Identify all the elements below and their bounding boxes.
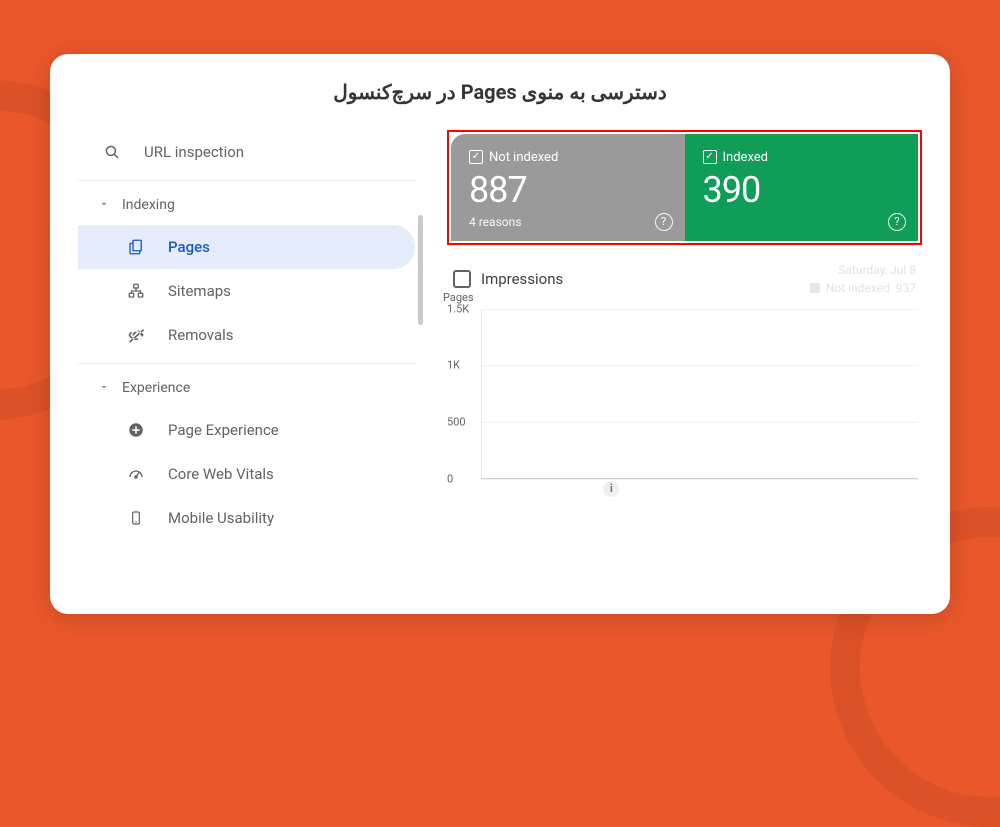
stat-label-row: ✓ Indexed — [703, 150, 901, 165]
stats-highlight-box: ✓ Not indexed 887 4 reasons ? ✓ Indexed … — [447, 130, 922, 245]
sidebar-item-label: Sitemaps — [168, 282, 231, 300]
sidebar-item-removals[interactable]: Removals — [78, 313, 415, 357]
help-icon[interactable]: ? — [888, 213, 906, 231]
sidebar: URL inspection Indexing Pages Sitema — [78, 130, 423, 614]
checkbox-checked-icon: ✓ — [703, 150, 717, 164]
stat-label-row: ✓ Not indexed — [469, 150, 667, 165]
sidebar-section-label: Indexing — [122, 197, 175, 213]
mobile-icon — [126, 508, 146, 528]
stat-label: Indexed — [723, 150, 769, 165]
sidebar-item-label: Pages — [168, 238, 210, 256]
panel: URL inspection Indexing Pages Sitema — [78, 130, 922, 614]
sidebar-item-sitemaps[interactable]: Sitemaps — [78, 269, 415, 313]
chevron-down-icon — [98, 381, 112, 395]
chart-y-tick: 1K — [447, 359, 460, 372]
chart-tooltip: Saturday, Jul 8 Not indexed 937 — [810, 263, 916, 295]
tooltip-series-label: Not indexed — [826, 281, 890, 295]
removals-icon — [126, 325, 146, 345]
main-content: ✓ Not indexed 887 4 reasons ? ✓ Indexed … — [423, 130, 922, 614]
checkbox-checked-icon: ✓ — [469, 150, 483, 164]
stat-value: 390 — [703, 169, 901, 211]
tooltip-series-value: 937 — [896, 281, 916, 295]
help-icon[interactable]: ? — [655, 213, 673, 231]
sidebar-item-label: Page Experience — [168, 421, 279, 439]
sidebar-item-label: Removals — [168, 326, 234, 344]
sidebar-section-experience[interactable]: Experience — [78, 368, 415, 408]
sidebar-section-label: Experience — [122, 380, 190, 396]
chart-y-tick: 500 — [447, 415, 466, 428]
chevron-down-icon — [98, 198, 112, 212]
legend-square-icon — [810, 283, 820, 293]
card: دسترسی به منوی Pages در سرچ‌کنسول URL in… — [50, 54, 950, 614]
chart-y-tick: 0 — [447, 472, 453, 485]
stat-card-not-indexed[interactable]: ✓ Not indexed 887 4 reasons ? — [451, 134, 685, 241]
impressions-toggle[interactable]: Impressions — [453, 270, 563, 288]
chart-bars — [481, 309, 918, 479]
impressions-label: Impressions — [481, 270, 563, 288]
sidebar-item-url-inspection[interactable]: URL inspection — [78, 130, 415, 174]
checkbox-unchecked-icon — [453, 270, 471, 288]
sidebar-divider — [78, 363, 415, 364]
page-experience-icon — [126, 420, 146, 440]
stat-subtext: 4 reasons — [469, 215, 667, 229]
sidebar-item-label: Mobile Usability — [168, 509, 274, 527]
stat-label: Not indexed — [489, 150, 558, 165]
info-marker-icon[interactable]: i — [603, 481, 619, 497]
pages-chart: Pages i 05001K1.5K — [481, 309, 918, 479]
sidebar-item-label: URL inspection — [144, 143, 244, 161]
speedometer-icon — [126, 464, 146, 484]
sidebar-item-core-web-vitals[interactable]: Core Web Vitals — [78, 452, 415, 496]
pages-icon — [126, 237, 146, 257]
stat-card-indexed[interactable]: ✓ Indexed 390 ? — [685, 134, 919, 241]
chart-y-tick: 1.5K — [447, 302, 469, 315]
impressions-row: Impressions Saturday, Jul 8 Not indexed … — [447, 263, 922, 309]
page-title: دسترسی به منوی Pages در سرچ‌کنسول — [78, 80, 922, 104]
sitemaps-icon — [126, 281, 146, 301]
sidebar-item-label: Core Web Vitals — [168, 465, 274, 483]
stat-value: 887 — [469, 169, 667, 211]
tooltip-date: Saturday, Jul 8 — [810, 263, 916, 277]
search-icon — [102, 142, 122, 162]
sidebar-section-indexing[interactable]: Indexing — [78, 185, 415, 225]
sidebar-item-mobile-usability[interactable]: Mobile Usability — [78, 496, 415, 540]
sidebar-item-pages[interactable]: Pages — [78, 225, 415, 269]
sidebar-divider — [78, 180, 415, 181]
sidebar-item-page-experience[interactable]: Page Experience — [78, 408, 415, 452]
